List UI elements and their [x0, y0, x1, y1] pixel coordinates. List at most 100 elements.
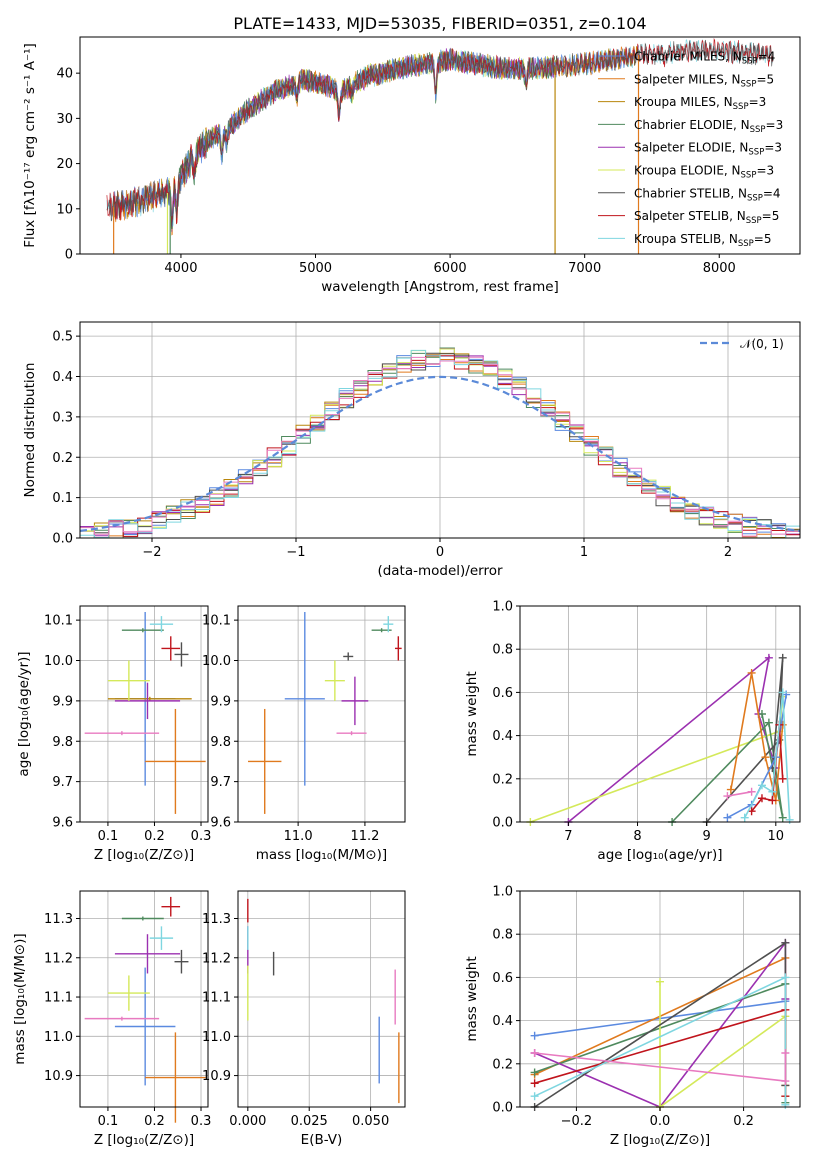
y-tick-label: 10 [56, 202, 73, 217]
data-point [145, 1032, 206, 1123]
x-tick-label: 11.2 [350, 829, 379, 844]
y-tick-label: 9.9 [210, 694, 231, 709]
data-point [121, 916, 164, 921]
y-tick-label: 10.0 [44, 654, 73, 669]
x-tick-label: −0.2 [561, 1114, 593, 1129]
x-tick-label: 0.2 [144, 829, 165, 844]
y-axis-label: mass weight [464, 956, 480, 1041]
weight-marker [656, 977, 664, 986]
y-tick-label: 0.1 [52, 491, 73, 506]
x-axis-label: Z [log₁₀(Z/Z⊙)] [610, 1132, 710, 1148]
weight-marker [757, 781, 766, 790]
x-tick-label: 0.1 [98, 829, 119, 844]
x-axis-label: mass [log₁₀(M/M⊙)] [256, 847, 387, 863]
legend-entry: Chabrier STELIB, NSSP=4 [634, 186, 781, 203]
legend-entry: 𝒩(0, 1) [740, 337, 784, 351]
x-tick-label: 11.0 [284, 829, 313, 844]
y-tick-label: 0.5 [52, 330, 73, 345]
weight-marker [781, 1100, 790, 1109]
weight-marker [778, 774, 787, 783]
y-tick-label: 0.2 [492, 1057, 513, 1072]
legend-entry: Chabrier MILES, NSSP=4 [634, 50, 775, 67]
weight-marker [530, 1092, 539, 1101]
weight-marker [757, 794, 766, 803]
y-tick-label: 9.6 [52, 816, 73, 831]
data-point [324, 660, 345, 701]
weight-marker [740, 813, 749, 822]
y-tick-label: 10.1 [44, 614, 73, 629]
x-tick-label: 0.025 [291, 1114, 328, 1129]
weight-marker [757, 710, 766, 718]
y-tick-label: 0.2 [52, 451, 73, 466]
data-point [114, 682, 181, 720]
data-point [84, 1016, 160, 1021]
x-tick-label: 0.2 [144, 1114, 165, 1129]
x-axis-label: E(B-V) [301, 1132, 343, 1148]
weight-marker [747, 668, 756, 677]
x-tick-label: 8000 [703, 261, 736, 276]
y-tick-label: 9.6 [210, 816, 231, 831]
x-tick-label: 0.000 [229, 1114, 266, 1129]
legend-entry: Kroupa STELIB, NSSP=5 [634, 232, 772, 249]
weight-marker [530, 1079, 539, 1088]
x-tick-label: 5000 [299, 261, 332, 276]
weight-marker [768, 787, 777, 796]
y-tick-label: 0.6 [492, 971, 513, 986]
x-tick-label: 0.050 [352, 1114, 389, 1129]
data-point [341, 676, 369, 726]
x-tick-label: 0.1 [98, 1114, 119, 1129]
x-tick-label: 9 [703, 829, 711, 844]
weight-marker [530, 1049, 539, 1057]
y-tick-label: 0.0 [52, 532, 73, 547]
x-axis-label: wavelength [Angstrom, rest frame] [321, 279, 559, 295]
legend-entry: Salpeter ELODIE, NSSP=3 [634, 141, 782, 158]
histogram-steps [80, 356, 800, 537]
y-tick-label: 10.1 [202, 614, 231, 629]
x-tick-label: 7000 [568, 261, 601, 276]
legend-entry: Chabrier ELODIE, NSSP=3 [634, 118, 783, 135]
y-tick-label: 11.3 [202, 912, 231, 927]
weight-marker [778, 688, 787, 697]
spectrum-panel: 4000 5000 6000 7000 8000 0 10 20 30 40 wavelength … [22, 36, 801, 295]
data-point [248, 708, 282, 814]
plot-frame [237, 890, 406, 1108]
legend-entry: Salpeter STELIB, NSSP=5 [634, 209, 779, 226]
y-tick-label: 40 [56, 67, 73, 82]
y-tick-label: 11.1 [202, 991, 231, 1006]
x-tick-label: 0.0 [650, 1114, 671, 1129]
y-tick-label: 9.7 [52, 775, 73, 790]
weight-marker [785, 815, 794, 824]
y-tick-label: 30 [56, 112, 73, 127]
y-tick-label: 0.8 [492, 928, 513, 943]
data-point [174, 949, 189, 974]
x-tick-label: 0.2 [733, 1114, 754, 1129]
y-tick-label: 20 [56, 157, 73, 172]
histogram-panel: −2 −1 0 1 2 0.0 0.1 0.2 0.3 0.4 0.5 (data-model)/er… [22, 321, 801, 579]
plot-frame [519, 605, 801, 823]
y-tick-label: 0.4 [52, 370, 73, 385]
y-tick-label: 0.0 [492, 1101, 513, 1116]
y-axis-label: Normed distribution [22, 363, 38, 498]
x-tick-label: 10 [768, 829, 785, 844]
weight-marker [768, 796, 777, 805]
data-point [121, 628, 164, 633]
weight-line [659, 981, 787, 1109]
data-point [174, 642, 189, 667]
weight-marker [761, 753, 770, 762]
histogram-series [80, 347, 800, 538]
x-tick-label: 0.3 [191, 829, 212, 844]
data-point [149, 926, 174, 950]
x-tick-label: 0.3 [191, 1114, 212, 1129]
y-tick-label: 10.9 [44, 1069, 73, 1084]
y-axis-label: mass [log₁₀(M/M⊙)] [12, 933, 28, 1064]
normal-curve [80, 375, 800, 532]
x-tick-label: 1 [580, 545, 588, 560]
weight-line [727, 791, 752, 797]
y-tick-label: 9.8 [210, 735, 231, 750]
y-tick-label: 11.3 [44, 912, 73, 927]
x-tick-label: 8 [633, 829, 641, 844]
data-point [383, 616, 394, 633]
data-point [84, 731, 160, 736]
y-tick-label: 0.0 [492, 816, 513, 831]
